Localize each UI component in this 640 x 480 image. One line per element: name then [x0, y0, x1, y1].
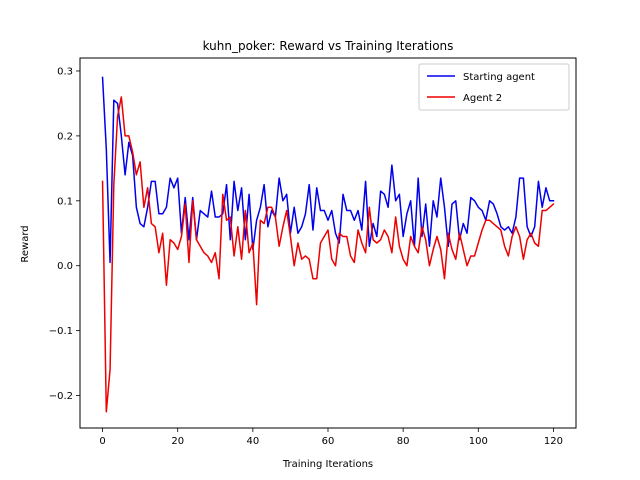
series-line-1 [101, 76, 555, 264]
legend-label-1: Starting agent [463, 72, 535, 83]
y-tick-label: −0.1 [49, 326, 73, 337]
y-tick-label: 0.3 [57, 66, 73, 77]
y-tick-label: 0.2 [57, 131, 73, 142]
legend-label-2: Agent 2 [463, 93, 502, 104]
x-tick-label: 80 [397, 436, 410, 447]
legend-box [418, 63, 570, 111]
x-axis: 0 20 40 60 80 100 120 [99, 428, 563, 447]
y-axis: −0.2 −0.1 0.0 0.1 0.2 0.3 [49, 66, 80, 402]
series-line-2 [101, 96, 555, 413]
chart-title: kuhn_poker: Reward vs Training Iteration… [203, 39, 454, 53]
x-tick-label: 60 [322, 436, 335, 447]
x-tick-label: 20 [171, 436, 184, 447]
legend: Starting agent Agent 2 [418, 63, 570, 111]
x-tick-label: 100 [469, 436, 488, 447]
x-axis-label: Training Iterations [282, 459, 373, 470]
y-axis-label: Reward [20, 225, 31, 262]
y-tick-label: −0.2 [49, 391, 73, 402]
y-tick-label: 0.0 [57, 261, 73, 272]
y-tick-label: 0.1 [57, 196, 73, 207]
series-layer [101, 76, 555, 413]
x-tick-label: 0 [99, 436, 105, 447]
x-tick-label: 120 [544, 436, 563, 447]
x-tick-label: 40 [246, 436, 259, 447]
